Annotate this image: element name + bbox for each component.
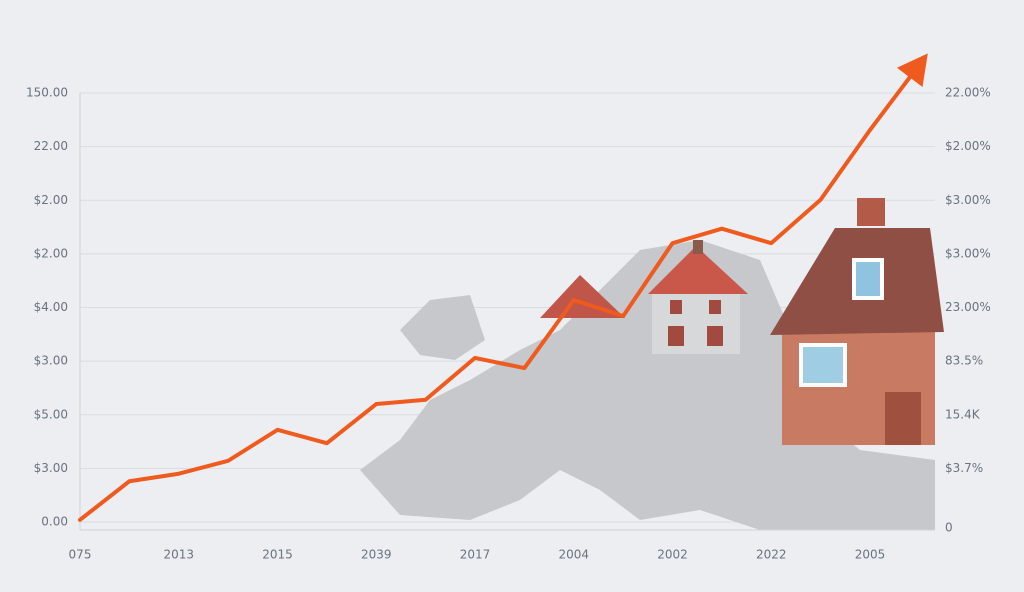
y-tick-label: $4.00 <box>34 300 68 314</box>
y-tick-label: $2.00 <box>34 246 68 260</box>
y-tick-label: 150.00 <box>26 86 68 100</box>
y-tick-label: $5.00 <box>34 407 68 421</box>
map-illustration <box>360 240 935 530</box>
y-tick-label: $2.00 <box>34 193 68 207</box>
y2-tick-label: $3.00% <box>945 246 991 260</box>
y2-tick-label: 0 <box>945 521 953 535</box>
x-tick-label: 075 <box>69 548 92 562</box>
x-tick-label: 2015 <box>262 548 293 562</box>
x-tick-label: 2022 <box>756 548 787 562</box>
y-tick-label: $3.00 <box>34 354 68 368</box>
large-house <box>770 198 944 445</box>
y2-tick-label: $2.00% <box>945 139 991 153</box>
y-tick-label: 22.00 <box>34 139 68 153</box>
y2-tick-label: $3.7% <box>945 461 983 475</box>
x-tick-label: 2017 <box>460 548 491 562</box>
x-tick-label: 2005 <box>855 548 886 562</box>
y2-tick-label: $3.00% <box>945 193 991 207</box>
data-line <box>78 62 922 522</box>
y2-tick-label: 23.00% <box>945 300 991 314</box>
x-tick-label: 2004 <box>558 548 589 562</box>
arrow-head <box>896 53 928 87</box>
y2-tick-label: 22.00% <box>945 86 991 100</box>
x-tick-label: 2039 <box>361 548 392 562</box>
y2-tick-label: 15.4K <box>945 407 981 421</box>
y-tick-label: $3.00 <box>34 461 68 475</box>
x-tick-label: 2013 <box>163 548 194 562</box>
small-house <box>540 240 748 354</box>
y2-tick-label: 83.5% <box>945 354 983 368</box>
y-tick-label: 0.00 <box>41 515 68 529</box>
x-tick-label: 2002 <box>657 548 688 562</box>
